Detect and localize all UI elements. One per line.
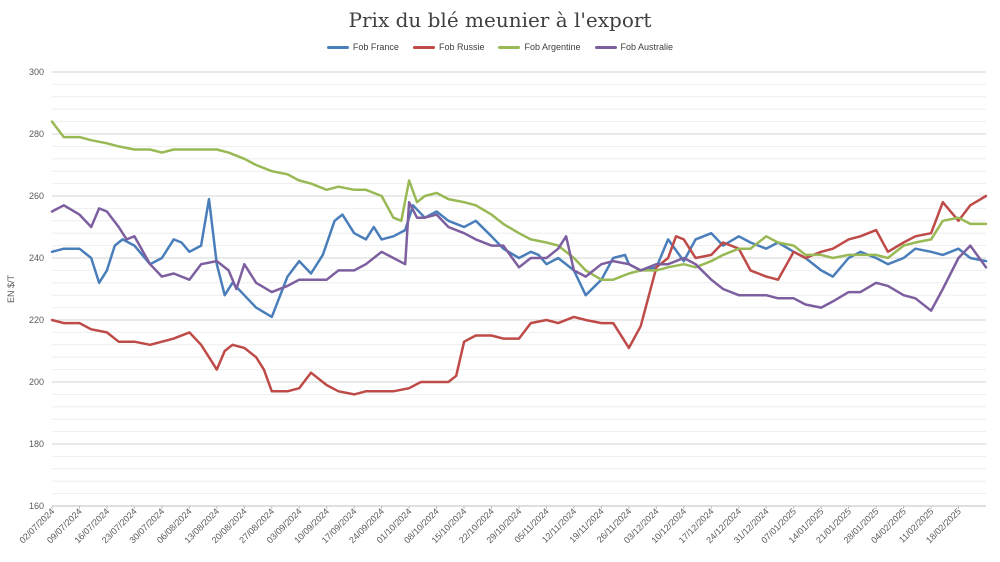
- legend-label-fob-russie: Fob Russie: [438, 42, 485, 52]
- y-tick-label: 300: [29, 67, 44, 77]
- legend-item-fob-australie[interactable]: Fob Australie: [594, 42, 674, 52]
- legend: Fob France Fob Russie Fob Argentine Fob …: [0, 42, 1000, 52]
- legend-swatch-fob-russie: [412, 45, 435, 49]
- legend-label-fob-france: Fob France: [352, 42, 399, 52]
- legend-item-fob-russie[interactable]: Fob Russie: [412, 42, 485, 52]
- y-tick-label: 220: [29, 315, 44, 325]
- y-tick-label: 200: [29, 377, 44, 387]
- chart-title: Prix du blé meunier à l'export: [348, 8, 652, 32]
- legend-label-fob-australie: Fob Australie: [620, 42, 674, 52]
- legend-swatch-fob-australie: [594, 45, 617, 49]
- y-tick-label: 280: [29, 129, 44, 139]
- legend-item-fob-argentine[interactable]: Fob Argentine: [498, 42, 581, 52]
- grid: [52, 71, 986, 507]
- y-tick-label: 180: [29, 439, 44, 449]
- y-tick-label: 160: [29, 501, 44, 511]
- series-line-fob-argentine[interactable]: [50, 120, 988, 281]
- legend-label-fob-argentine: Fob Argentine: [524, 42, 581, 52]
- legend-swatch-fob-argentine: [498, 45, 521, 49]
- y-tick-label: 260: [29, 191, 44, 201]
- series-lines: [50, 120, 988, 396]
- legend-swatch-fob-france: [326, 45, 349, 49]
- y-tick-label: 240: [29, 253, 44, 263]
- series-line-fob-australie[interactable]: [50, 200, 988, 312]
- legend-item-fob-france[interactable]: Fob France: [326, 42, 399, 52]
- x-axis-ticks: 02/07/202409/07/202416/07/202423/07/2024…: [17, 506, 963, 545]
- y-axis-label: EN $/T: [6, 274, 16, 303]
- y-axis-ticks: 160 180 200 220 240 260 280 300: [29, 67, 44, 511]
